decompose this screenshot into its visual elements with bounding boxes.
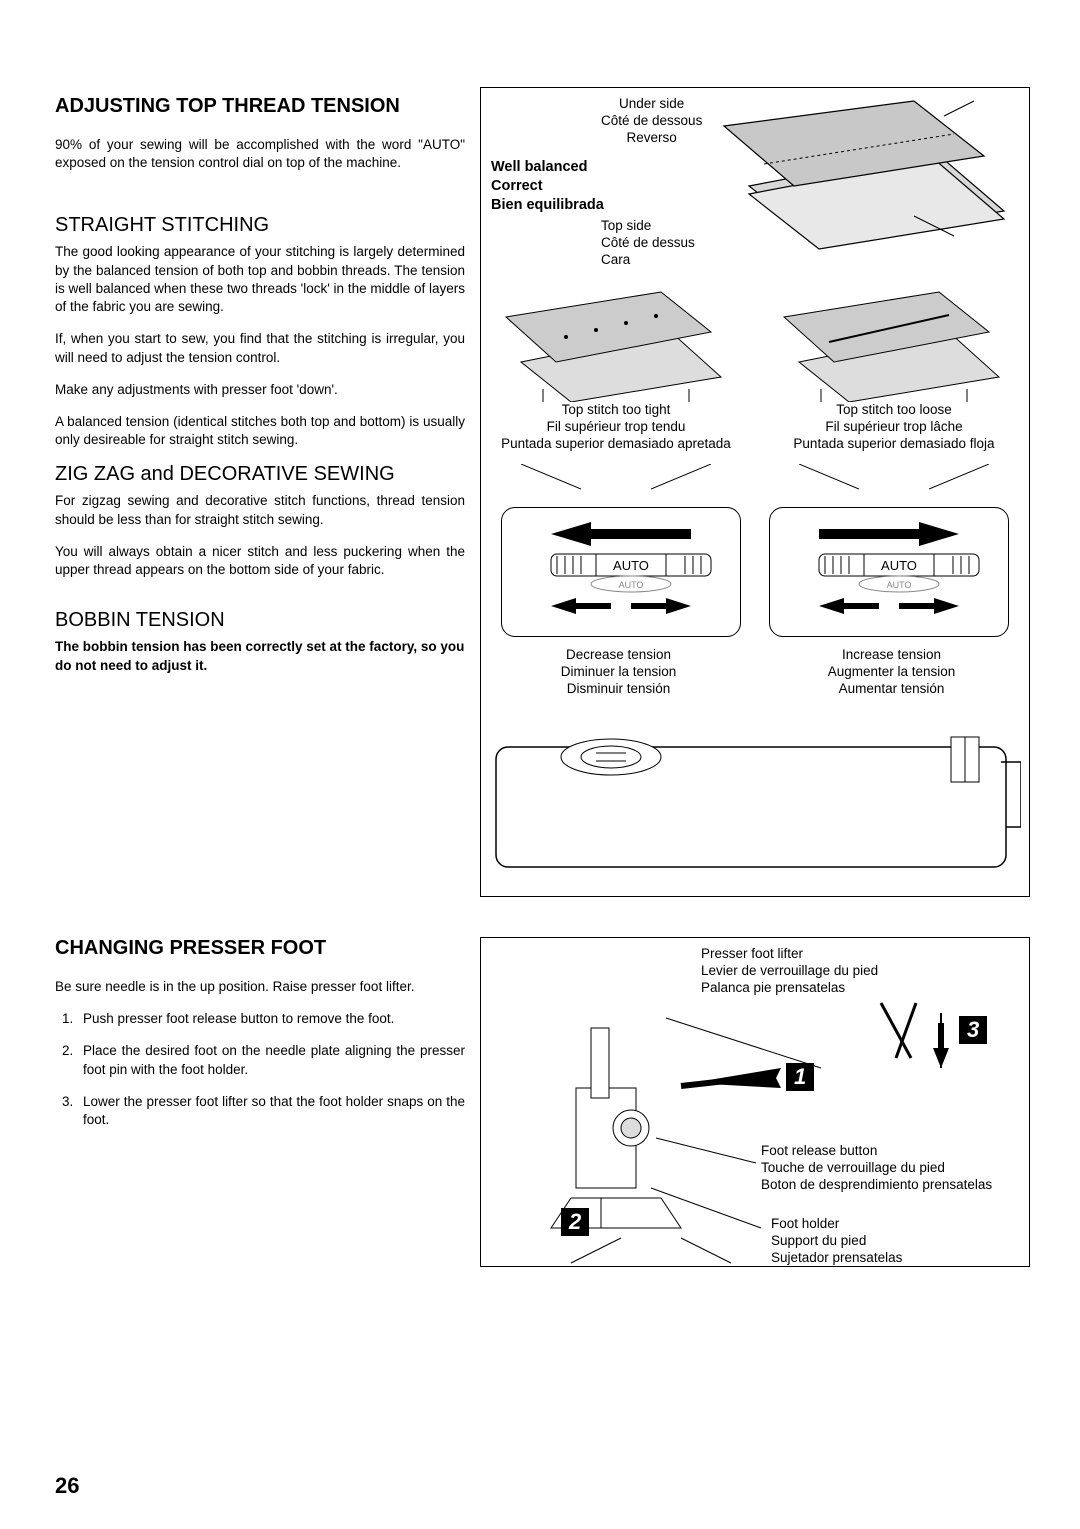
line-pointer-right xyxy=(799,464,859,494)
heading-change-foot: CHANGING PRESSER FOOT xyxy=(55,937,465,960)
diagram-machine-top xyxy=(480,707,1030,897)
dial-left-frame: AUTO AUTO xyxy=(501,507,741,637)
page-number: 26 xyxy=(55,1473,79,1499)
para-auto: 90% of your sewing will be accomplished … xyxy=(55,136,465,172)
left-column: ADJUSTING TOP THREAD TENSION 90% of your… xyxy=(55,95,465,675)
arrows-both-icon xyxy=(521,594,721,618)
para-straight4: A balanced tension (identical stitches b… xyxy=(55,413,465,449)
right-column: Under side Côté de dessous Reverso Well … xyxy=(480,87,1030,897)
step-1: Push presser foot release button to remo… xyxy=(77,1010,465,1028)
diagram-tight-loose: Top stitch too tight Fil supérieur trop … xyxy=(480,282,1030,492)
label-top-side: Top side Côté de dessus Cara xyxy=(601,218,695,269)
para-bobbin: The bobbin tension has been correctly se… xyxy=(55,638,465,674)
machine-top-icon xyxy=(481,707,1021,887)
right-column-bottom: Presser foot lifter Levier de verrouilla… xyxy=(480,937,1030,1267)
para-straight3: Make any adjustments with presser foot '… xyxy=(55,381,465,399)
step-3: Lower the presser foot lifter so that th… xyxy=(77,1093,465,1129)
para-zig1: For zigzag sewing and decorative stitch … xyxy=(55,492,465,528)
label-loose: Top stitch too loose Fil supérieur trop … xyxy=(759,402,1029,453)
steps-list: Push presser foot release button to remo… xyxy=(55,1010,465,1129)
step-2: Place the desired foot on the needle pla… xyxy=(77,1042,465,1078)
svg-text:AUTO: AUTO xyxy=(619,580,644,590)
arrow-left-icon: AUTO AUTO xyxy=(521,514,721,594)
left-column-bottom: CHANGING PRESSER FOOT Be sure needle is … xyxy=(55,937,465,1143)
fabric-balanced-icon xyxy=(704,96,1024,276)
svg-text:AUTO: AUTO xyxy=(887,580,912,590)
para-straight2: If, when you start to sew, you find that… xyxy=(55,330,465,366)
label-well-balanced: Well balanced Correct Bien equilibrada xyxy=(491,158,604,215)
fabric-tight-icon xyxy=(501,287,731,402)
line-pointer-right2 xyxy=(929,464,989,494)
badge-1: 1 xyxy=(786,1063,814,1091)
label-increase: Increase tension Augmenter la tension Au… xyxy=(754,647,1029,698)
heading-straight: STRAIGHT STITCHING xyxy=(55,214,465,237)
para-zig2: You will always obtain a nicer stitch an… xyxy=(55,543,465,579)
diagram-well-balanced: Under side Côté de dessous Reverso Well … xyxy=(480,87,1030,282)
auto-label: AUTO xyxy=(613,558,649,573)
svg-text:AUTO: AUTO xyxy=(881,558,917,573)
para-straight1: The good looking appearance of your stit… xyxy=(55,243,465,316)
heading-zigzag: ZIG ZAG and DECORATIVE SEWING xyxy=(55,463,465,486)
label-decrease: Decrease tension Diminuer la tension Dis… xyxy=(481,647,756,698)
badge-3: 3 xyxy=(959,1016,987,1044)
para-change: Be sure needle is in the up position. Ra… xyxy=(55,978,465,996)
fabric-loose-icon xyxy=(779,287,1009,402)
label-release: Foot release button Touche de verrouilla… xyxy=(761,1143,992,1194)
label-tight: Top stitch too tight Fil supérieur trop … xyxy=(481,402,751,453)
label-under-side: Under side Côté de dessous Reverso xyxy=(601,96,702,147)
diagram-presser-foot: Presser foot lifter Levier de verrouilla… xyxy=(480,937,1030,1267)
line-pointer-left xyxy=(521,464,581,494)
dial-right-frame: AUTO AUTO xyxy=(769,507,1009,637)
heading-bobbin: BOBBIN TENSION xyxy=(55,609,465,632)
label-holder: Foot holder Support du pied Sujetador pr… xyxy=(771,1216,902,1267)
arrow-right-icon: AUTO AUTO xyxy=(789,514,989,594)
arrows-both-icon xyxy=(789,594,989,618)
heading-adjust: ADJUSTING TOP THREAD TENSION xyxy=(55,95,465,118)
line-pointer-left2 xyxy=(651,464,711,494)
badge-2: 2 xyxy=(561,1208,589,1236)
diagram-dials: AUTO AUTO AUTO AUTO xyxy=(480,492,1030,707)
